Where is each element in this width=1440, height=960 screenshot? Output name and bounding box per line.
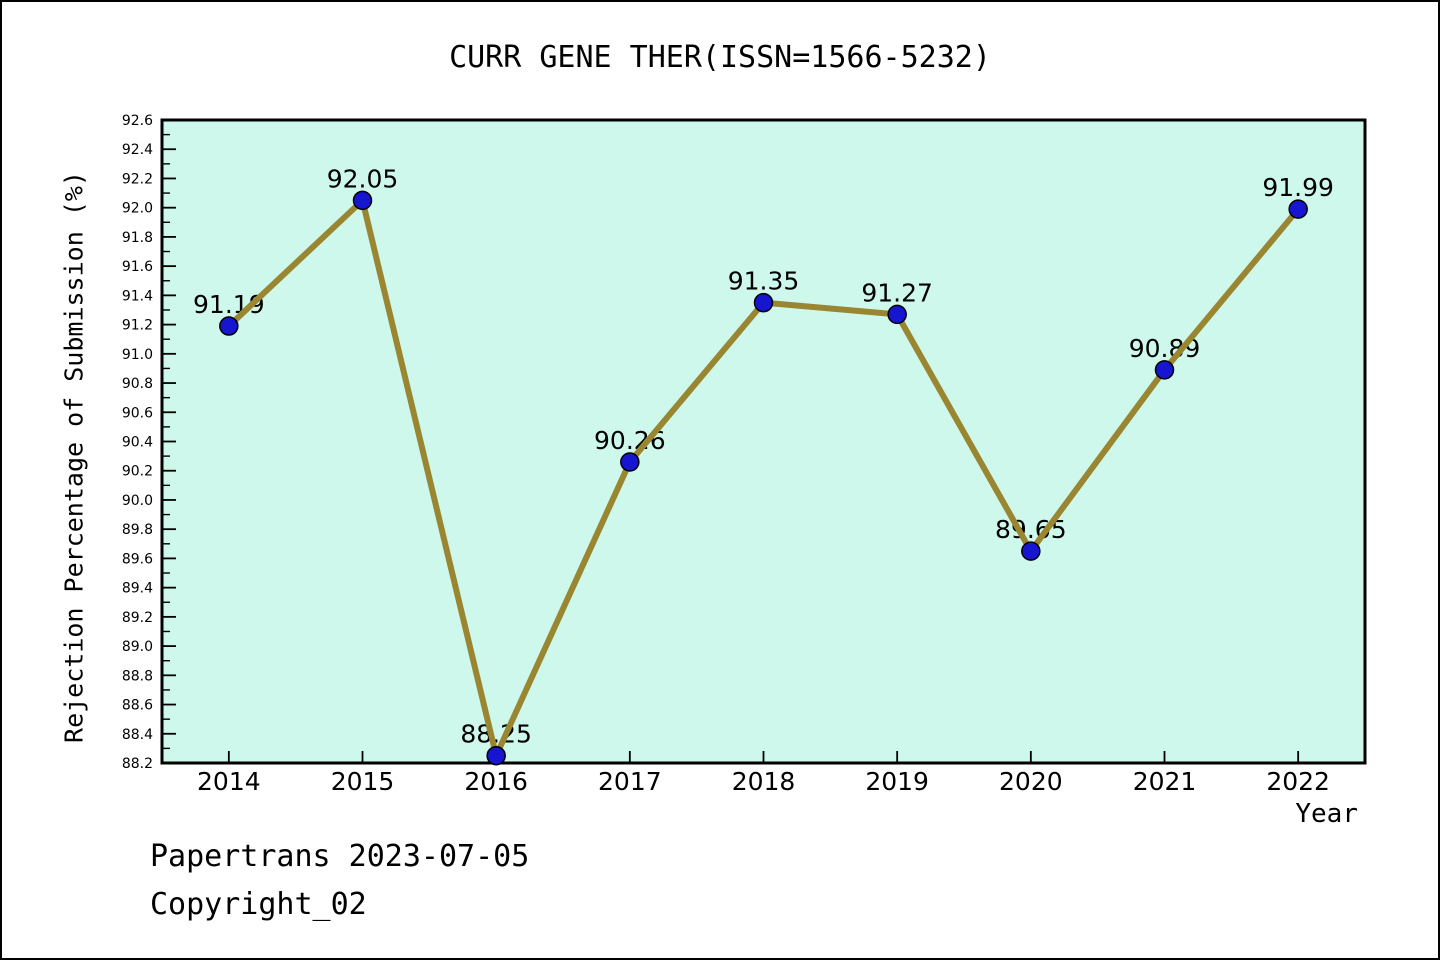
y-tick-label: 90.6 — [122, 405, 153, 421]
y-tick-label: 92.2 — [122, 171, 153, 187]
y-tick-label: 89.8 — [122, 522, 153, 538]
y-tick-label: 88.4 — [122, 727, 153, 743]
watermark-line-2: Copyright_02 — [150, 887, 367, 922]
y-tick-label: 91.6 — [122, 259, 153, 275]
x-tick-label: 2015 — [331, 767, 395, 796]
y-tick-label: 90.8 — [122, 376, 153, 392]
x-tick-label: 2017 — [598, 767, 662, 796]
data-point-2021 — [1154, 360, 1175, 380]
data-point-2022 — [1288, 199, 1308, 219]
y-tick-label: 88.2 — [122, 756, 153, 772]
x-tick-label: 2020 — [999, 767, 1063, 796]
x-tick-label: 2018 — [732, 767, 796, 796]
y-tick-label: 89.6 — [122, 551, 153, 567]
data-point-2020 — [1021, 541, 1041, 561]
data-point-label: 91.99 — [1262, 173, 1334, 202]
y-tick-label: 89.2 — [122, 610, 153, 626]
y-tick-label: 92.6 — [122, 113, 153, 129]
chart-title: CURR GENE THER(ISSN=1566-5232) — [449, 40, 991, 75]
y-tick-label: 90.4 — [122, 435, 153, 451]
x-tick-label: 2014 — [197, 767, 261, 796]
y-tick-label: 91.2 — [122, 318, 153, 334]
y-tick-label: 88.6 — [122, 698, 153, 714]
data-point-2017 — [620, 452, 640, 472]
x-tick-label: 2016 — [464, 767, 528, 796]
y-tick-label: 89.0 — [122, 639, 153, 655]
y-tick-label: 90.0 — [122, 493, 153, 509]
plot-background — [160, 118, 1367, 765]
watermark-line-1: Papertrans 2023-07-05 — [150, 839, 530, 874]
data-point-label: 91.27 — [861, 278, 933, 307]
x-tick-label: 2019 — [865, 767, 929, 796]
y-tick-label: 91.8 — [122, 230, 153, 246]
data-point-label: 92.05 — [327, 164, 399, 193]
data-point-2015 — [352, 190, 373, 211]
y-tick-label: 88.8 — [122, 668, 153, 684]
y-tick-label: 90.2 — [122, 464, 153, 480]
x-tick-label: 2022 — [1266, 767, 1330, 796]
data-point-2014 — [219, 316, 239, 336]
y-tick-label: 92.0 — [122, 201, 153, 217]
y-tick-label: 91.4 — [122, 288, 153, 304]
y-tick-label: 89.4 — [122, 581, 153, 597]
data-point-2018 — [753, 292, 774, 313]
y-tick-label: 92.4 — [122, 142, 153, 158]
x-tick-label: 2021 — [1133, 767, 1197, 796]
y-tick-label: 91.0 — [122, 347, 153, 363]
x-axis-title: Year — [1295, 799, 1358, 829]
data-point-2019 — [887, 304, 907, 325]
data-point-2016 — [486, 745, 506, 766]
data-point-label: 91.35 — [728, 267, 800, 296]
